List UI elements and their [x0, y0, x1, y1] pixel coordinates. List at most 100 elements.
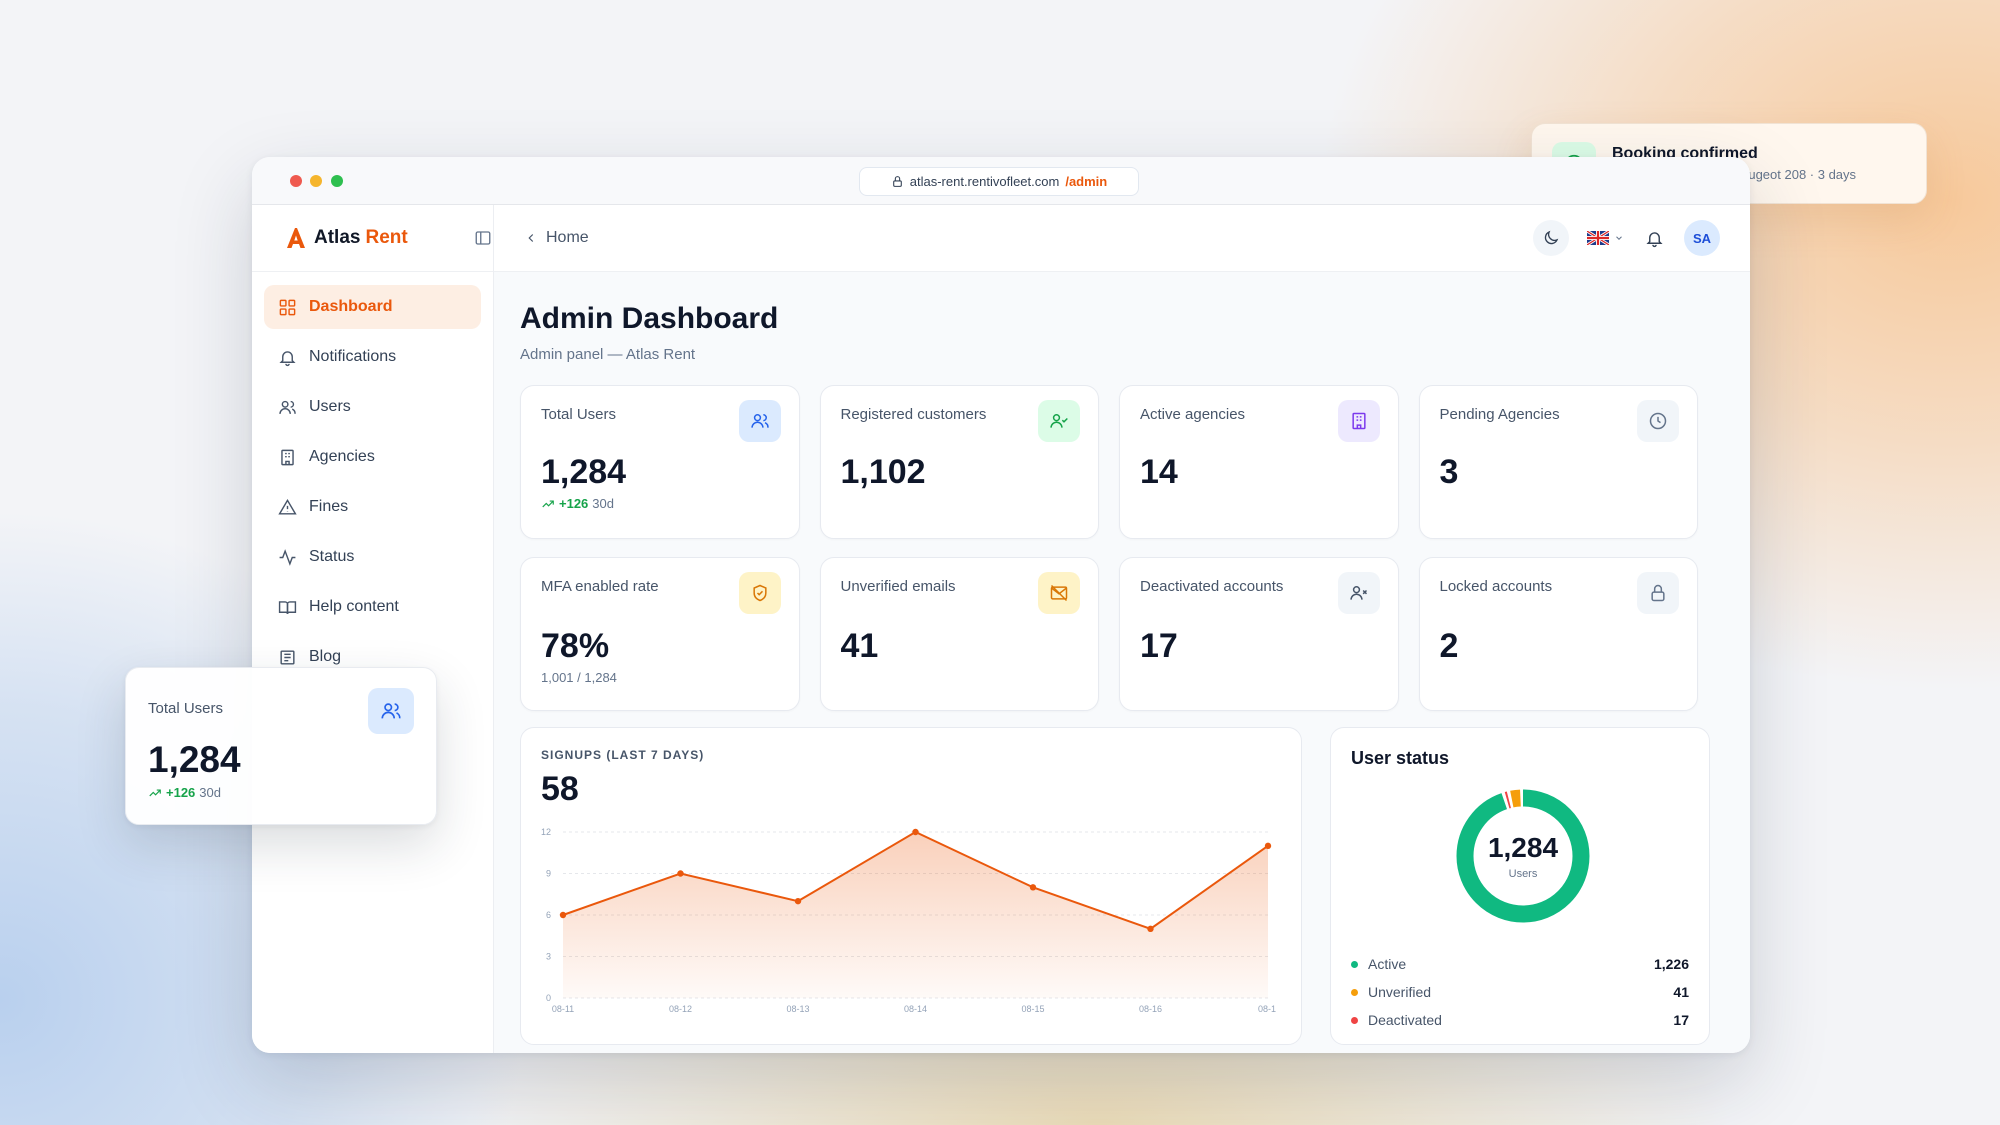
user-x-icon — [1337, 572, 1380, 614]
stat-card-pending-agencies[interactable]: Pending Agencies 3 — [1418, 385, 1698, 539]
legend-value: 1,226 — [1653, 956, 1689, 972]
language-selector[interactable] — [1587, 231, 1624, 245]
donut-total-label: Users — [1508, 868, 1538, 880]
legend-dot — [1351, 960, 1358, 968]
grid-icon — [279, 299, 296, 315]
stat-card-locked-accounts[interactable]: Locked accounts 2 — [1418, 557, 1698, 711]
donut-segment-active — [1456, 789, 1590, 923]
x-tick-label: 08-13 — [786, 1004, 809, 1014]
sidebar-item-users[interactable]: Users — [264, 385, 481, 429]
x-tick-label: 08-14 — [904, 1004, 927, 1014]
legend-label: Deactivated — [1368, 1012, 1442, 1028]
notifications-bell-button[interactable] — [1642, 226, 1666, 250]
legend-label: Active — [1368, 956, 1407, 972]
sidebar-item-notifications[interactable]: Notifications — [264, 335, 481, 379]
data-point — [1264, 842, 1272, 850]
y-tick-label: 0 — [546, 993, 551, 1003]
brand-logo[interactable]: Atlas Rent — [252, 205, 493, 272]
building-icon — [1337, 400, 1380, 442]
browser-window: atlas-rent.rentivofleet.com /admin Atlas… — [252, 157, 1750, 1053]
data-point — [794, 897, 802, 905]
stat-card-registered-customers[interactable]: Registered customers 1,102 — [819, 385, 1099, 539]
newspaper-icon — [280, 649, 295, 665]
user-check-icon — [1038, 400, 1080, 442]
stat-card-active-agencies[interactable]: Active agencies 14 — [1119, 385, 1399, 539]
data-point — [677, 870, 684, 877]
legend-value: 17 — [1673, 1012, 1689, 1028]
shield-check-icon — [738, 572, 781, 614]
legend-dot — [1351, 988, 1358, 996]
sidebar-item-help-content[interactable]: Help content — [264, 585, 481, 629]
sidebar-item-label: Dashboard — [309, 298, 393, 315]
area-fill — [563, 832, 1268, 998]
bell-icon — [279, 350, 296, 366]
stat-value: 3 — [1439, 453, 1459, 491]
user-status-donut — [1456, 789, 1590, 923]
stat-card-total-users[interactable]: Total Users 1,284 +126 30d — [520, 385, 800, 539]
stat-delta: +126 — [559, 496, 589, 511]
donut-total: 1,284 — [1487, 832, 1559, 863]
stat-value: 41 — [840, 627, 879, 665]
legend-item-active: Active 1,226 — [1351, 950, 1689, 978]
stat-card-deactivated-accounts[interactable]: Deactivated accounts 17 — [1119, 557, 1399, 711]
stat-period: 30d — [592, 496, 614, 511]
stat-card-unverified-emails[interactable]: Unverified emails 41 — [819, 557, 1099, 711]
stat-delta: +126 — [166, 785, 196, 800]
main-content: Home SA Admin Dashboar — [494, 205, 1750, 1053]
x-tick-label: 08-1 — [1258, 1004, 1276, 1014]
data-point — [559, 911, 567, 919]
sidebar-item-fines[interactable]: Fines — [264, 485, 481, 529]
sidebar-item-label: Status — [309, 548, 355, 565]
trend-up-icon — [149, 789, 161, 796]
legend-dot — [1351, 1016, 1358, 1024]
y-tick-label: 12 — [541, 827, 551, 837]
address-bar[interactable]: atlas-rent.rentivofleet.com /admin — [859, 167, 1139, 196]
signups-chart-card: SIGNUPS (LAST 7 DAYS) 58 12 9 6 3 0 08-11 08-1… — [520, 727, 1302, 1045]
stat-label: Unverified emails — [840, 578, 956, 595]
lock-icon — [1637, 572, 1679, 614]
x-tick-label: 08-11 — [552, 1004, 574, 1014]
close-window-button[interactable] — [290, 175, 302, 187]
atlas-logo-icon — [287, 228, 305, 248]
x-tick-label: 08-15 — [1021, 1004, 1044, 1014]
url-path: /admin — [1065, 174, 1108, 189]
breadcrumb[interactable]: Home — [524, 229, 589, 247]
chart-total: 58 — [541, 770, 579, 808]
users-icon — [368, 688, 414, 734]
legend-label: Unverified — [1368, 984, 1432, 1000]
stat-label: MFA enabled rate — [541, 578, 659, 595]
stat-label: Total Users — [541, 406, 617, 423]
chevron-left-icon — [528, 234, 534, 242]
sidebar-item-label: Fines — [309, 498, 349, 515]
stat-value: 2 — [1439, 627, 1459, 665]
maximize-window-button[interactable] — [331, 175, 343, 187]
theme-toggle-button[interactable] — [1533, 220, 1569, 256]
sidebar-item-status[interactable]: Status — [264, 535, 481, 579]
uk-flag-icon — [1587, 231, 1609, 245]
sidebar-item-dashboard[interactable]: Dashboard — [264, 285, 481, 329]
brand-name: Atlas — [314, 227, 361, 248]
avatar[interactable]: SA — [1684, 220, 1720, 256]
data-point — [912, 828, 919, 836]
floating-total-users-card[interactable]: Total Users 1,284 +126 30d — [125, 667, 437, 825]
legend-value: 41 — [1673, 984, 1689, 1000]
stats-grid: Total Users 1,284 +126 30d Registered cu… — [520, 385, 1698, 711]
data-point — [1029, 884, 1037, 891]
stat-card-mfa-rate[interactable]: MFA enabled rate 78% 1,001 / 1,284 — [520, 557, 800, 711]
sidebar-item-agencies[interactable]: Agencies — [264, 435, 481, 479]
stat-value: 1,284 — [148, 739, 241, 780]
sidebar-item-blog[interactable]: Blog — [264, 635, 481, 679]
x-tick-label: 08-12 — [669, 1004, 692, 1014]
legend-item-unverified: Unverified 41 — [1351, 978, 1689, 1006]
page-title: Admin Dashboard — [520, 302, 779, 335]
x-tick-label: 08-16 — [1139, 1004, 1162, 1014]
stat-label: Active agencies — [1140, 406, 1246, 423]
topbar: Home SA — [494, 205, 1750, 272]
sidebar-item-label: Agencies — [309, 448, 375, 465]
collapse-sidebar-icon[interactable] — [474, 229, 492, 247]
user-status-title: User status — [1351, 748, 1450, 768]
minimize-window-button[interactable] — [310, 175, 322, 187]
bell-icon — [1645, 231, 1663, 247]
chevron-down-icon — [1616, 236, 1622, 240]
browser-titlebar: atlas-rent.rentivofleet.com /admin — [252, 157, 1750, 205]
